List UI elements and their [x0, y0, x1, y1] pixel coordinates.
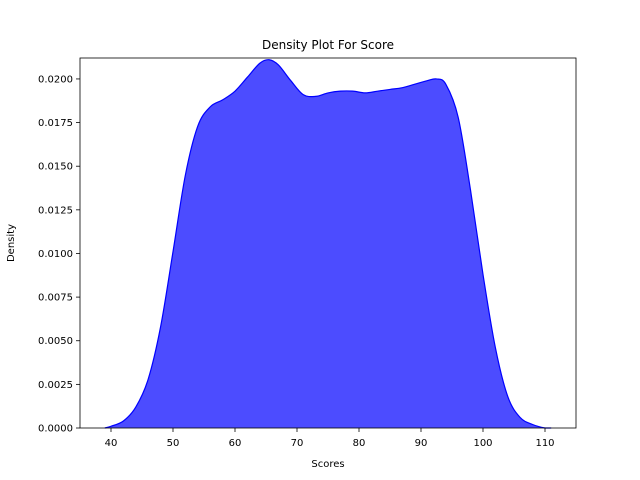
y-tick-label: 0.0100 — [38, 249, 73, 260]
y-tick-label: 0.0000 — [38, 424, 73, 435]
y-tick-label: 0.0125 — [38, 205, 73, 216]
x-tick-label: 40 — [105, 438, 118, 449]
y-tick-label: 0.0050 — [38, 336, 73, 347]
x-axis: 40 50 60 70 80 90 100 110 — [105, 428, 555, 449]
x-tick-label: 90 — [415, 438, 428, 449]
x-axis-label: Scores — [311, 459, 344, 470]
chart-title: Density Plot For Score — [262, 38, 394, 52]
y-tick-label: 0.0025 — [38, 380, 73, 391]
y-tick-label: 0.0150 — [38, 162, 73, 173]
x-tick-label: 110 — [535, 438, 554, 449]
y-axis: 0.0000 0.0025 0.0050 0.0075 0.0100 0.0125 0.01… — [38, 74, 80, 435]
y-tick-label: 0.0200 — [38, 74, 73, 85]
x-tick-label: 70 — [291, 438, 304, 449]
plot-area — [104, 59, 552, 429]
x-tick-label: 100 — [473, 438, 492, 449]
x-tick-label: 50 — [167, 438, 180, 449]
y-axis-label: Density — [6, 224, 17, 262]
y-tick-label: 0.0075 — [38, 293, 73, 304]
x-tick-label: 60 — [229, 438, 242, 449]
density-line — [104, 59, 552, 429]
y-tick-label: 0.0175 — [38, 118, 73, 129]
axes-frame — [79, 57, 577, 429]
x-tick-label: 80 — [353, 438, 366, 449]
density-area — [104, 59, 552, 429]
